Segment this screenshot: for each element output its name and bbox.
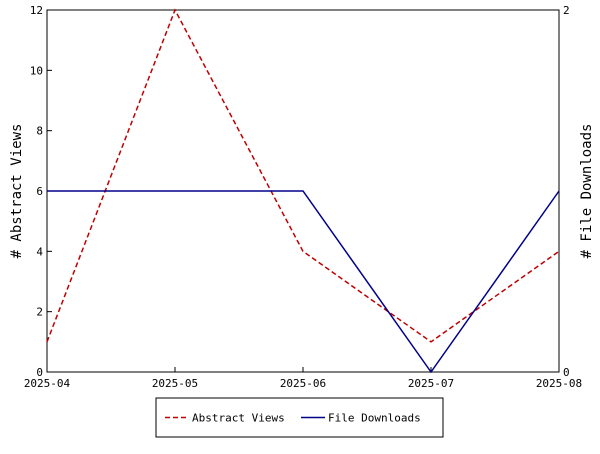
series-line-abstract-views <box>46 8 560 343</box>
series-line-file-downloads <box>47 190 560 374</box>
y-left-tick-label: 2 <box>36 306 43 319</box>
x-tick-label: 2025-06 <box>280 377 326 390</box>
legend-box <box>155 397 444 438</box>
y-axis-title-right: # File Downloads <box>579 124 595 259</box>
legend: Abstract Views File Downloads <box>155 397 444 438</box>
y-left-tick-label: 12 <box>30 4 43 17</box>
y-left-tick-label: 0 <box>36 366 43 379</box>
y-left-tick-label: 10 <box>30 64 43 77</box>
x-tick-label: 2025-04 <box>24 377 71 390</box>
y-left-tick-label: 6 <box>36 185 43 198</box>
legend-label: File Downloads <box>328 412 421 425</box>
y-left-tick-label: 8 <box>36 125 43 138</box>
y-right-tick-label: 0 <box>563 366 570 379</box>
y-left-tick-label: 4 <box>36 245 43 258</box>
legend-label: Abstract Views <box>192 412 285 425</box>
x-tick-label: 2025-08 <box>536 377 582 390</box>
x-tick-label: 2025-07 <box>408 377 454 390</box>
x-tick-label: 2025-05 <box>152 377 198 390</box>
y-right-tick-label: 2 <box>563 4 570 17</box>
y-axis-title-left: # Abstract Views <box>9 124 25 259</box>
